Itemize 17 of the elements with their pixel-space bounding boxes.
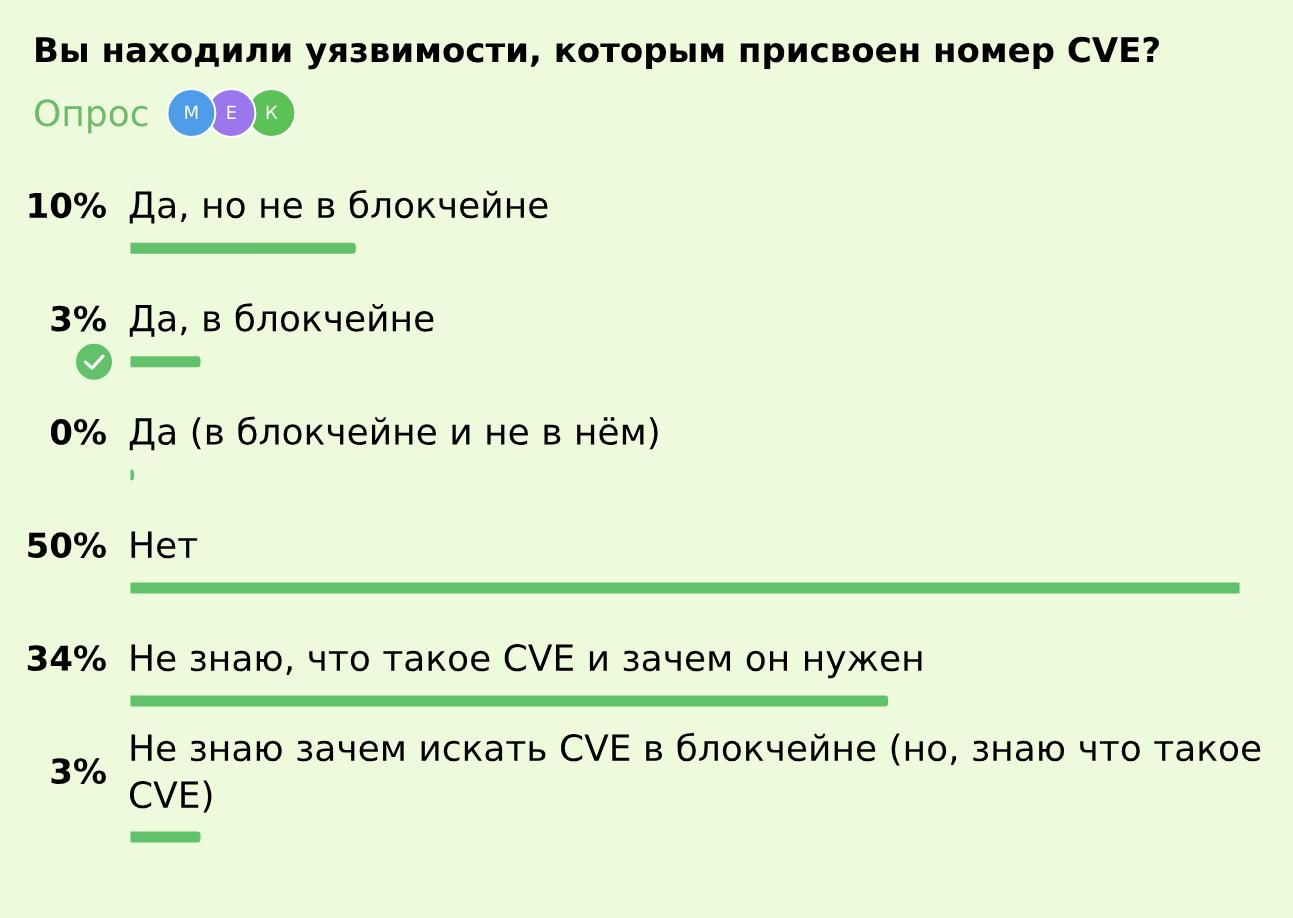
data-label: 50% [28,532,106,558]
text: К [266,105,278,119]
text: Е [227,105,236,119]
data-label: 3% [51,758,106,784]
text: М [185,105,198,119]
y-tick-label: Не знаю, что такое CVE и зачем он нужен [131,644,922,679]
y-tick-label: Да, но не в блокчейне [129,189,548,224]
data-label: 0% [50,419,106,445]
y-tick-label: Не знаю зачем искать CVE в блокчейне (но, знаю что такое CVE) [130,732,1261,813]
chart-title: Вы находили уязвимости, которым присвоен номер CVE? [36,36,1159,70]
data-label: 3% [51,305,106,332]
y-tick-label: Да, в блокчейне [129,303,434,337]
y-tick-label: Да (в блокчейне и не в нём) [129,416,658,451]
y-tick-label: Нет [131,531,198,559]
data-label: 10% [29,192,106,219]
chart-subtitle: Опрос [35,99,148,134]
data-label: 34% [27,645,106,671]
